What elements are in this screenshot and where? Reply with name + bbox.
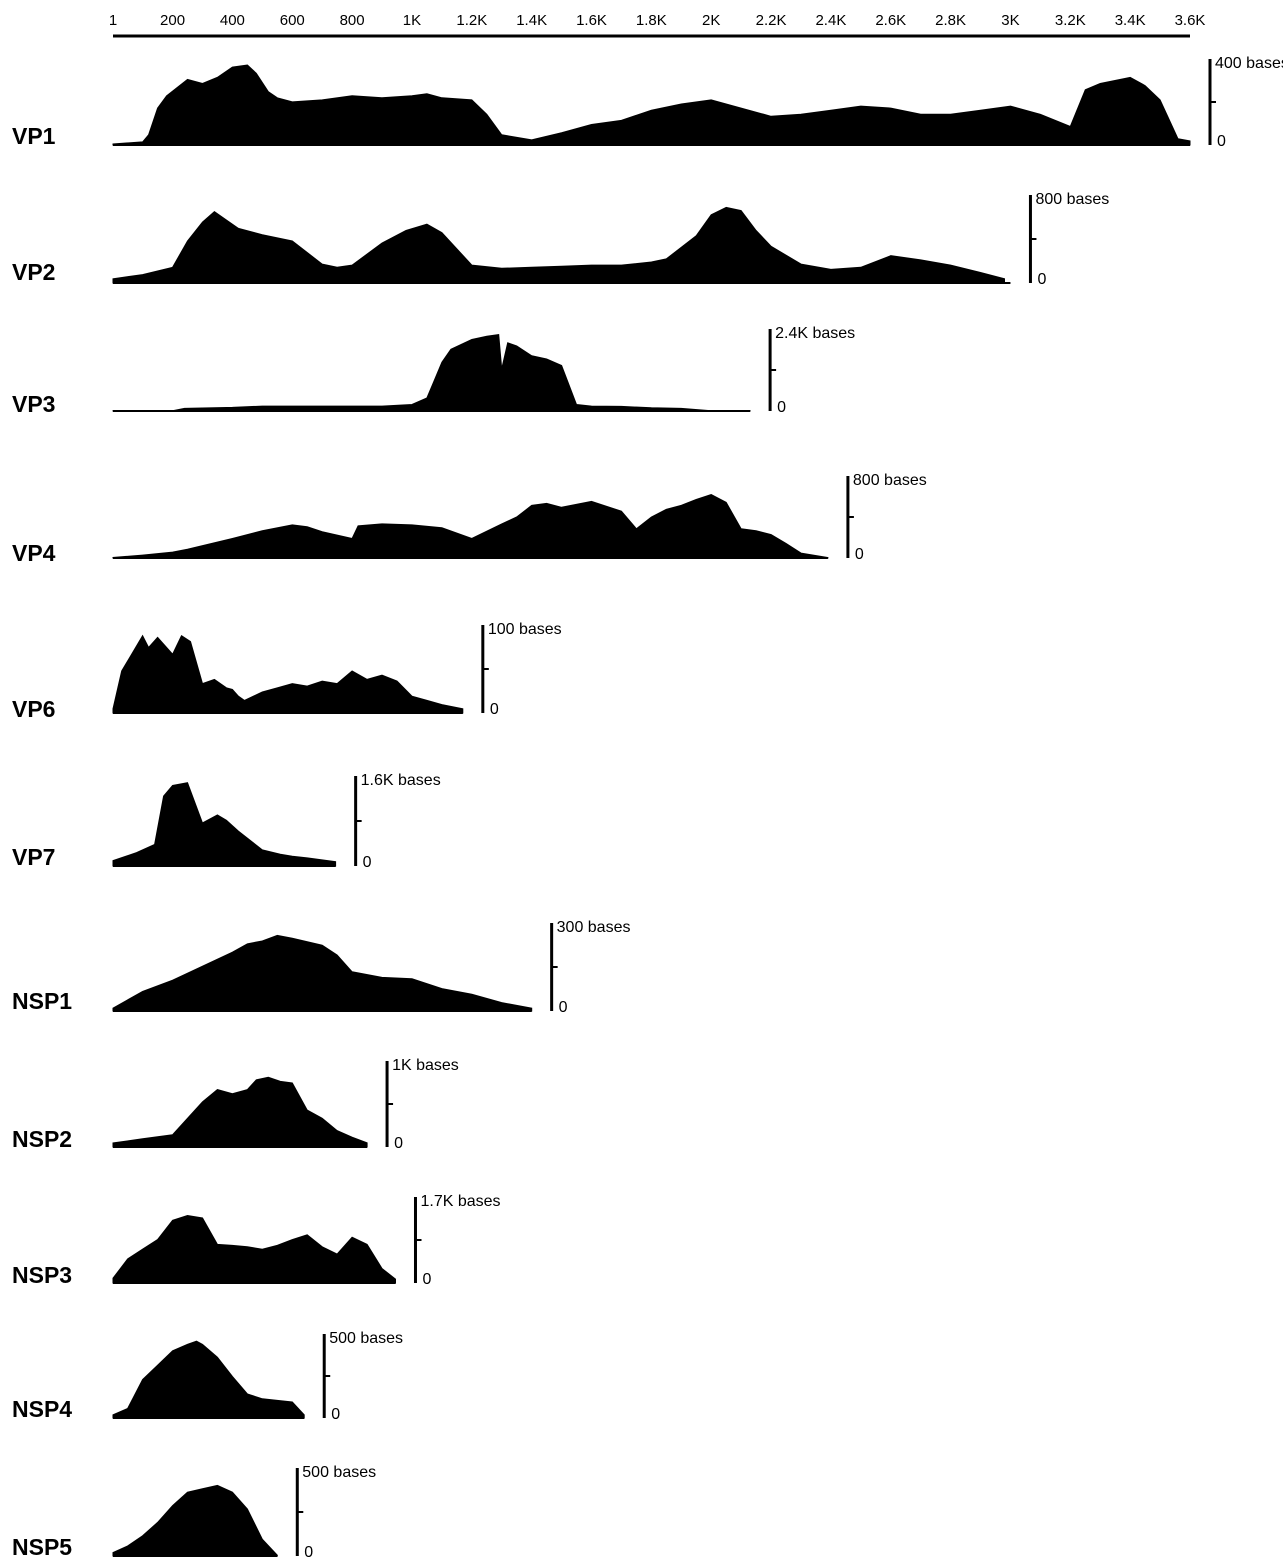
segment-coverage-panels: VP1 400 bases 0 VP2 800 bases 0 VP3 2.4K bases 0… xyxy=(12,55,1283,1558)
segment-label-nsp2: NSP2 xyxy=(12,1126,72,1152)
ruler-tick-label: 2.6K xyxy=(875,12,906,29)
panel-vp2: VP2 800 bases 0 xyxy=(12,191,1109,288)
segment-label-nsp5: NSP5 xyxy=(12,1534,72,1558)
coverage-area-vp7 xyxy=(112,782,337,867)
scale-bar-nsp1: 300 bases 0 xyxy=(550,919,631,1016)
ruler-tick-label: 800 xyxy=(340,12,365,29)
segment-label-vp2: VP2 xyxy=(12,259,55,285)
panel-vp7: VP7 1.6K bases 0 xyxy=(12,772,441,871)
ruler-tick-label: 2.2K xyxy=(756,12,787,29)
scale-max-label: 800 bases xyxy=(853,472,927,489)
segment-label-vp3: VP3 xyxy=(12,391,55,417)
scale-max-label: 1K bases xyxy=(392,1057,459,1074)
scale-bar-vp4: 800 bases 0 xyxy=(846,472,927,563)
panel-nsp1: NSP1 300 bases 0 xyxy=(12,919,630,1016)
scale-zero-label: 0 xyxy=(422,1271,431,1288)
coverage-area-nsp5 xyxy=(112,1484,278,1557)
scale-max-label: 300 bases xyxy=(557,919,631,936)
scale-bar-vp3: 2.4K bases 0 xyxy=(768,325,855,416)
ruler-tick-label: 400 xyxy=(220,12,245,29)
scale-bar-nsp2: 1K bases 0 xyxy=(385,1057,459,1152)
coverage-area-nsp3 xyxy=(112,1214,396,1284)
ruler-tick-label: 1.6K xyxy=(576,12,607,29)
ruler-tick-label: 1.4K xyxy=(516,12,547,29)
scale-bar-vp7: 1.6K bases 0 xyxy=(354,772,441,871)
scale-max-label: 800 bases xyxy=(1035,191,1109,208)
panel-nsp5: NSP5 500 bases 0 xyxy=(12,1464,376,1558)
scale-max-label: 400 bases xyxy=(1215,55,1283,72)
segment-label-vp1: VP1 xyxy=(12,123,56,149)
segment-label-nsp3: NSP3 xyxy=(12,1262,72,1288)
segment-label-vp4: VP4 xyxy=(12,540,56,566)
scale-bar-nsp5: 500 bases 0 xyxy=(295,1464,376,1558)
coverage-area-nsp2 xyxy=(112,1076,368,1148)
ruler-tick-label: 1.8K xyxy=(636,12,667,29)
panel-nsp4: NSP4 500 bases 0 xyxy=(12,1330,403,1423)
scale-bar-vp2: 800 bases 0 xyxy=(1028,191,1109,288)
coverage-area-vp3 xyxy=(112,334,751,412)
scale-zero-label: 0 xyxy=(777,399,786,416)
scale-zero-label: 0 xyxy=(304,1544,313,1558)
scale-zero-label: 0 xyxy=(1037,271,1046,288)
scale-zero-label: 0 xyxy=(1217,133,1226,150)
panel-nsp2: NSP2 1K bases 0 xyxy=(12,1057,459,1152)
ruler-tick-label: 600 xyxy=(280,12,305,29)
segment-label-vp7: VP7 xyxy=(12,844,55,870)
scale-zero-label: 0 xyxy=(394,1135,403,1152)
scale-zero-label: 0 xyxy=(559,999,568,1016)
scale-max-label: 2.4K bases xyxy=(775,325,855,342)
scale-bar-vp1: 400 bases 0 xyxy=(1208,55,1283,150)
ruler-tick-label: 1.2K xyxy=(456,12,487,29)
scale-max-label: 500 bases xyxy=(329,1330,403,1347)
ruler-tick-label: 2.4K xyxy=(815,12,846,29)
ruler-tick-label: 1K xyxy=(403,12,421,29)
ruler-tick-label: 2K xyxy=(702,12,720,29)
coverage-area-vp2 xyxy=(112,206,1005,284)
ruler-tick-label: 3K xyxy=(1001,12,1019,29)
scale-zero-label: 0 xyxy=(363,854,372,871)
scale-bar-vp6: 100 bases 0 xyxy=(481,621,562,718)
ruler-tick-label: 1 xyxy=(109,12,117,29)
panel-vp6: VP6 100 bases 0 xyxy=(12,621,562,722)
coverage-area-vp1 xyxy=(112,64,1191,146)
coverage-area-nsp4 xyxy=(112,1340,305,1419)
ruler-tick-label: 3.2K xyxy=(1055,12,1086,29)
scale-max-label: 500 bases xyxy=(302,1464,376,1481)
ruler-tick-label: 2.8K xyxy=(935,12,966,29)
ruler-tick-label: 3.6K xyxy=(1175,12,1206,29)
scale-bar-nsp4: 500 bases 0 xyxy=(322,1330,403,1423)
segment-label-nsp1: NSP1 xyxy=(12,988,72,1014)
coverage-area-vp6 xyxy=(112,634,464,714)
segment-label-nsp4: NSP4 xyxy=(12,1396,72,1422)
ruler-tick-label: 3.4K xyxy=(1115,12,1146,29)
scale-zero-label: 0 xyxy=(490,701,499,718)
coverage-area-vp4 xyxy=(112,494,829,559)
scale-max-label: 1.7K bases xyxy=(420,1193,500,1210)
scale-zero-label: 0 xyxy=(331,1406,340,1423)
panel-vp4: VP4 800 bases 0 xyxy=(12,472,927,566)
segment-label-vp6: VP6 xyxy=(12,696,55,722)
scale-zero-label: 0 xyxy=(855,546,864,563)
scale-bar-nsp3: 1.7K bases 0 xyxy=(413,1193,501,1288)
scale-max-label: 100 bases xyxy=(488,621,562,638)
panel-vp3: VP3 2.4K bases 0 xyxy=(12,325,855,417)
coverage-area-nsp1 xyxy=(112,934,533,1012)
ruler-tick-label: 200 xyxy=(160,12,185,29)
panel-nsp3: NSP3 1.7K bases 0 xyxy=(12,1193,501,1288)
panel-vp1: VP1 400 bases 0 xyxy=(12,55,1283,150)
genome-position-ruler: 1 200 400 600 800 1K 1.2K 1.4K 1.6K 1.8K 2K 2.2K 2.4… xyxy=(109,12,1206,38)
scale-max-label: 1.6K bases xyxy=(361,772,441,789)
